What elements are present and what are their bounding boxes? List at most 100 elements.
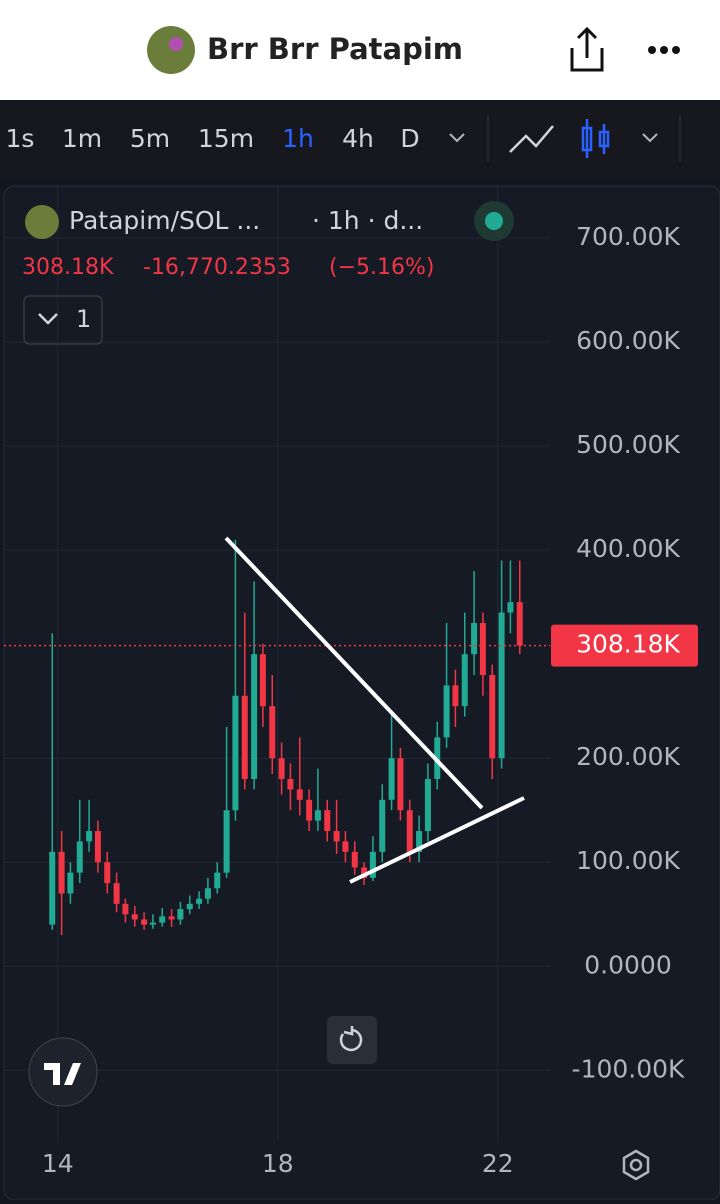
y-tick-label: 100.00K [576, 846, 680, 875]
status-dot [485, 212, 503, 230]
interval-button[interactable]: 1h [282, 124, 314, 153]
indicator-count: 1 [76, 305, 91, 333]
line-style-button[interactable] [509, 125, 554, 153]
candle-body [131, 914, 138, 920]
interval-dropdown[interactable] [449, 133, 465, 143]
candle-body [369, 851, 376, 878]
candle-body [278, 758, 285, 780]
candle-body [168, 916, 175, 920]
candle-body [94, 831, 101, 863]
candle-body [204, 888, 211, 899]
candle-body [196, 898, 203, 904]
y-tick-label: 400.00K [576, 534, 680, 563]
candle-body [443, 685, 450, 738]
candle-body [76, 841, 83, 873]
candle-body [58, 851, 65, 894]
candle-body [489, 674, 496, 759]
tv-logo-mark [44, 1063, 81, 1085]
legend-change-pct: (−5.16%) [329, 255, 435, 280]
reset-button[interactable] [327, 1016, 377, 1064]
candle-body [324, 810, 331, 832]
interval-button[interactable]: 1m [62, 124, 102, 153]
trend-line [224, 536, 484, 810]
candle-body [113, 883, 120, 904]
symbol-avatar [25, 205, 59, 239]
x-tick-label: 22 [482, 1149, 514, 1178]
reset-icon [339, 1026, 363, 1052]
candle-body [287, 779, 294, 790]
x-tick-label: 14 [42, 1149, 74, 1178]
candle-body [333, 831, 340, 842]
candle-body [269, 706, 276, 759]
candle-body [361, 867, 368, 878]
candle-body [314, 810, 321, 821]
candle-style-button[interactable] [581, 119, 610, 158]
indicator-toggle[interactable] [23, 295, 103, 345]
interval-bar: 1s 1m 5m 15m 1h 4h D [6, 124, 420, 153]
header-title: Brr Brr Patapim [207, 32, 463, 66]
candle-body [342, 841, 349, 852]
tv-logo[interactable] [28, 1037, 98, 1107]
trend-line [349, 796, 525, 884]
candle-body [149, 922, 156, 925]
candle-body [379, 799, 386, 852]
plot: 700.00K 600.00K 500.00K 400.00K 200.00K 100.0… [4, 185, 698, 1178]
x-tick-label: 18 [262, 1149, 294, 1178]
chevron [38, 313, 58, 325]
interval-button[interactable]: D [400, 124, 419, 153]
candle-body [479, 622, 486, 675]
candle-body [49, 851, 56, 925]
candle-body [424, 779, 431, 832]
candle-body [232, 695, 239, 811]
candle-body [223, 810, 230, 873]
candle-body [351, 851, 358, 868]
legend-change: -16,770.2353 [143, 255, 291, 280]
y-tick-label: -100.00K [572, 1054, 685, 1083]
more-button[interactable] [648, 46, 680, 54]
avatar [147, 26, 195, 74]
candle-body [507, 602, 514, 613]
avatar-glasses [169, 37, 183, 51]
candle-body [241, 695, 248, 780]
y-tick-label: 500.00K [576, 430, 680, 459]
candle-body [516, 602, 523, 646]
candle-body [177, 909, 184, 920]
candle-body [141, 919, 148, 925]
y-tick-label: 600.00K [576, 326, 680, 355]
candle-body [306, 799, 313, 821]
candle-body [186, 903, 193, 910]
interval-button[interactable]: 1s [6, 124, 35, 153]
candle-body [214, 872, 221, 889]
legend-price: 308.18K [22, 255, 114, 280]
candle-body [159, 916, 166, 923]
y-tick-label: 0.0000 [584, 950, 671, 979]
last-price-tag [551, 624, 698, 667]
candle-body [259, 654, 266, 707]
share-button[interactable] [570, 26, 604, 72]
candle-body [122, 903, 129, 915]
last-price-label: 308.18K [576, 630, 680, 659]
candle-body [296, 789, 303, 800]
candle-body [416, 831, 423, 852]
interval-button[interactable]: 5m [130, 124, 170, 153]
style-dropdown[interactable] [642, 133, 658, 143]
candle-body [461, 654, 468, 707]
candle-body [471, 622, 478, 655]
settings-button[interactable] [622, 1149, 650, 1181]
candle-body [397, 758, 404, 811]
settings-icon [629, 1158, 643, 1172]
candle-body [406, 810, 413, 852]
candle-body [86, 831, 93, 842]
candle-body [498, 612, 505, 759]
interval-button[interactable]: 4h [342, 124, 374, 153]
candle-body [452, 685, 459, 707]
legend-symbol: Patapim/SOL ... [69, 206, 260, 235]
interval-button[interactable]: 15m [198, 124, 254, 153]
candle-body [67, 872, 74, 894]
y-tick-label: 200.00K [576, 742, 680, 771]
candle-body [388, 758, 395, 800]
y-tick-label: 700.00K [576, 222, 680, 251]
header-bg [0, 0, 720, 100]
candle-body [251, 654, 258, 780]
